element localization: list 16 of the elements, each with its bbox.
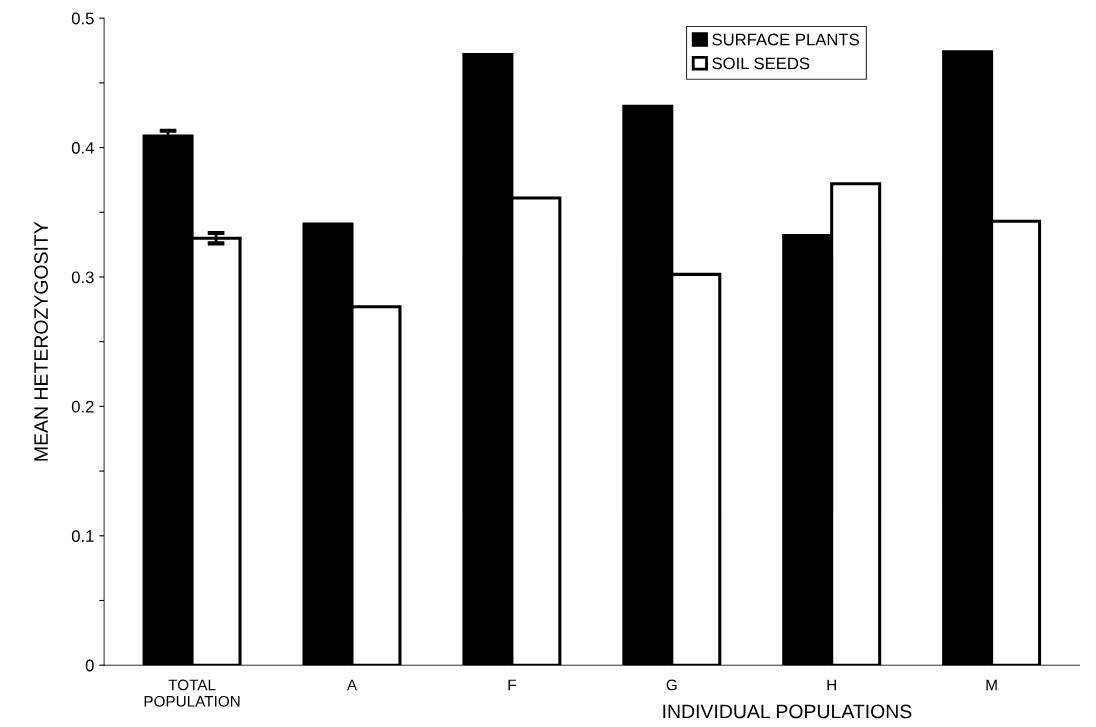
y-tick-label: 0.1	[71, 530, 94, 542]
y-tick-label: 0.5	[71, 12, 94, 25]
x-tick-label: TOTAL POPULATION	[144, 679, 240, 707]
y-tick-label: 0.4	[71, 141, 94, 154]
legend-label: SOIL SEEDS	[712, 57, 810, 70]
x-tick-label: M	[986, 679, 997, 691]
x-tick-label: A	[346, 679, 358, 691]
x-axis-title: INDIVIDUAL POPULATIONS	[663, 704, 912, 719]
y-tick-label: 0	[85, 659, 94, 672]
y-axis-title: MEAN HETEROZYGOSITY	[34, 221, 48, 461]
x-tick-label: F	[508, 679, 516, 691]
y-tick-label: 0.2	[71, 400, 94, 413]
y-tick-label: 0.3	[71, 271, 94, 284]
legend-label: SURFACE PLANTS	[712, 33, 859, 46]
x-tick-label: H	[827, 679, 836, 691]
x-tick-label: G	[666, 679, 677, 691]
